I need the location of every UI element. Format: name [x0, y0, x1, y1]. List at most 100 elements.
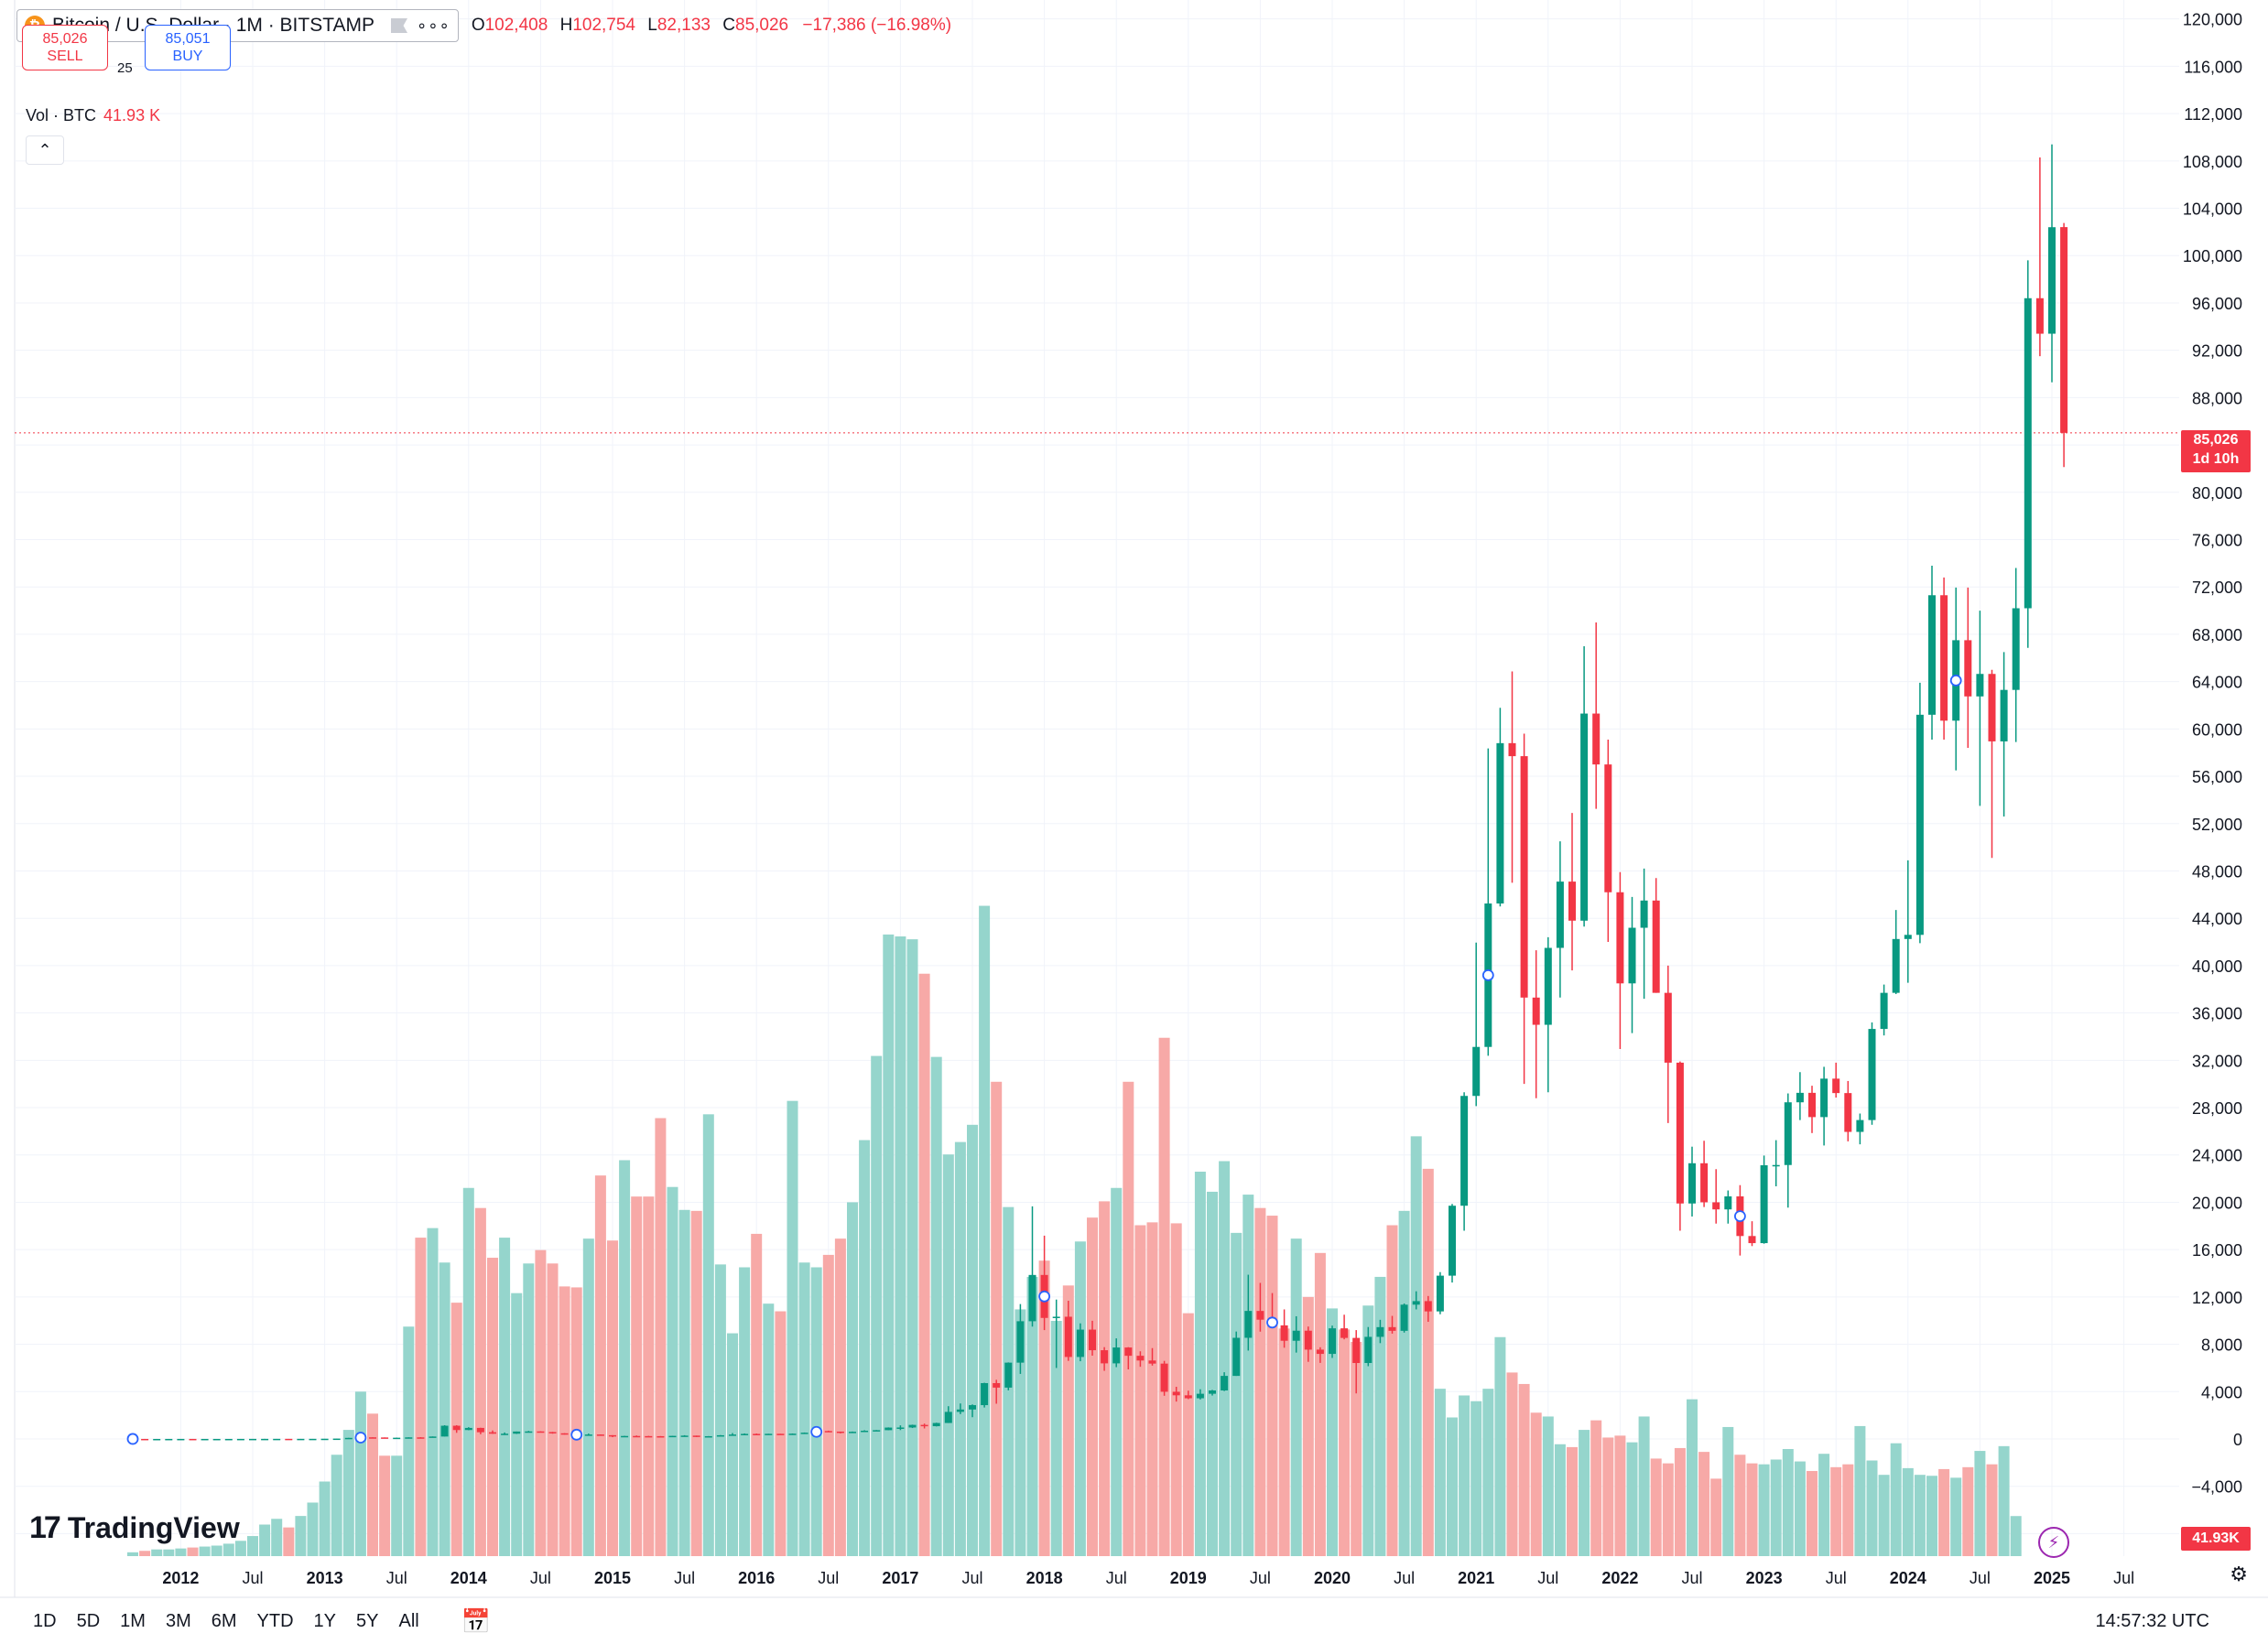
volume-bar — [1962, 1466, 1974, 1556]
volume-bar — [667, 1186, 678, 1556]
candle-body — [177, 1438, 185, 1441]
volume-bar — [1123, 1081, 1134, 1556]
volume-bar — [1938, 1468, 1950, 1556]
last-volume-tag: 41.93K — [2181, 1527, 2251, 1551]
x-tick-label: Jul — [1250, 1569, 1271, 1587]
candle-body — [285, 1438, 293, 1441]
calendar-goto-icon[interactable]: 📅 — [461, 1607, 492, 1635]
ohlc-values: O102,408 H102,754 L82,133 C85,026 −17,38… — [464, 16, 951, 36]
candle-body — [1376, 1326, 1384, 1337]
event-marker — [1949, 674, 1962, 687]
range-1m[interactable]: 1M — [120, 1611, 146, 1631]
candle-body — [765, 1433, 773, 1435]
volume-bar — [474, 1207, 486, 1556]
candle-body — [1940, 595, 1948, 721]
high-label: H — [559, 16, 573, 35]
tradingview-logo[interactable]: 17 TradingView — [29, 1510, 240, 1546]
chevron-up-icon: ⌃ — [38, 140, 52, 159]
volume-bar — [1950, 1477, 1962, 1556]
candle-body — [729, 1434, 736, 1436]
range-all[interactable]: All — [398, 1611, 419, 1631]
candle-body — [1580, 713, 1589, 921]
candle-body — [944, 1411, 952, 1423]
x-tick-label: 2018 — [1026, 1569, 1063, 1587]
flag-icon[interactable] — [391, 18, 408, 33]
buy-button[interactable]: 85,051 BUY — [145, 25, 231, 70]
volume-bar — [427, 1228, 439, 1556]
volume-bar — [1866, 1460, 1878, 1556]
range-6m[interactable]: 6M — [211, 1611, 237, 1631]
volume-bar — [883, 934, 895, 1556]
volume-bar — [1459, 1395, 1470, 1556]
range-5d[interactable]: 5D — [76, 1611, 101, 1631]
volume-bar — [511, 1292, 523, 1556]
candle-body — [849, 1432, 856, 1433]
candle-body — [2024, 297, 2032, 609]
candle-body — [1556, 881, 1564, 948]
volume-bar — [655, 1118, 667, 1556]
candle-body — [884, 1427, 893, 1431]
volume-bar — [1134, 1225, 1146, 1556]
gear-icon[interactable]: ⚙ — [2230, 1563, 2248, 1585]
volume-bar — [499, 1238, 511, 1556]
volume-bar — [391, 1455, 403, 1556]
utc-clock[interactable]: 14:57:32 UTC — [2095, 1611, 2209, 1631]
close-label: C — [722, 16, 735, 35]
volume-bar — [1830, 1466, 1842, 1556]
candle-body — [165, 1438, 173, 1441]
volume-bar — [415, 1238, 427, 1556]
collapse-legend-button[interactable]: ⌃ — [26, 135, 64, 165]
y-tick-label: 36,000 — [2192, 1005, 2242, 1023]
volume-bar — [727, 1333, 738, 1556]
candle-body — [1748, 1236, 1756, 1244]
volume-bar — [847, 1202, 858, 1556]
lightning-icon[interactable]: ⚡ — [2038, 1527, 2069, 1558]
y-tick-label: 52,000 — [2192, 816, 2242, 834]
volume-bar — [1087, 1217, 1098, 1556]
sell-label: SELL — [47, 49, 83, 64]
volume-bar — [1470, 1401, 1482, 1556]
candle-body — [1160, 1363, 1168, 1392]
volume-bar — [631, 1196, 643, 1556]
candle-body — [1292, 1330, 1300, 1341]
candle-body — [1196, 1393, 1204, 1399]
candle-body — [417, 1437, 425, 1439]
candle-body — [704, 1435, 712, 1438]
candle-body — [525, 1431, 533, 1433]
volume-bar — [1099, 1201, 1111, 1556]
volume-bar — [1434, 1389, 1446, 1556]
volume-bar — [1794, 1461, 1806, 1556]
volume-bar — [834, 1238, 846, 1556]
volume-bar — [175, 1548, 187, 1556]
range-1d[interactable]: 1D — [33, 1611, 57, 1631]
sell-button[interactable]: 85,026 SELL — [22, 25, 108, 70]
x-tick-label: Jul — [1106, 1569, 1127, 1587]
volume-bar — [967, 1124, 978, 1556]
x-tick-label: 2013 — [307, 1569, 343, 1587]
y-tick-label: 48,000 — [2192, 862, 2242, 881]
range-5y[interactable]: 5Y — [356, 1611, 379, 1631]
open-value: 102,408 — [484, 16, 548, 35]
sell-price: 85,026 — [42, 31, 88, 47]
volume-bar — [1194, 1172, 1206, 1556]
more-icon[interactable]: ∘∘∘ — [417, 16, 450, 35]
range-3m[interactable]: 3M — [165, 1611, 191, 1631]
volume-bar — [1782, 1448, 1794, 1556]
range-ytd[interactable]: YTD — [256, 1611, 294, 1631]
close-value: 85,026 — [735, 16, 789, 35]
range-1y[interactable]: 1Y — [313, 1611, 337, 1631]
volume-bar — [1890, 1443, 1902, 1556]
candle-body — [1280, 1325, 1288, 1341]
volume-bar — [1567, 1446, 1578, 1556]
candle-body — [2000, 689, 2008, 741]
candle-body — [1988, 674, 1996, 741]
candle-body — [753, 1433, 761, 1435]
x-tick-label: 2021 — [1458, 1569, 1494, 1587]
volume-bar — [1327, 1308, 1338, 1556]
volume-bar — [1231, 1232, 1243, 1556]
candle-body — [1640, 900, 1648, 928]
candle-body — [1221, 1376, 1229, 1391]
volume-bar — [1314, 1252, 1326, 1556]
volume-bar — [1602, 1437, 1614, 1556]
volume-bar — [1818, 1454, 1830, 1556]
